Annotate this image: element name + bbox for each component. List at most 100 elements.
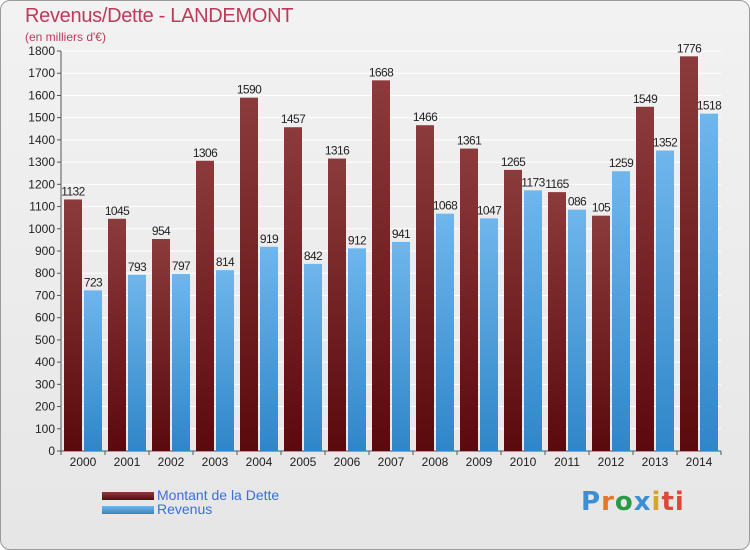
data-label-revenue: 797 (172, 259, 191, 273)
data-label-debt: 1776 (677, 41, 702, 55)
x-tick-label: 2010 (510, 455, 537, 469)
data-label-debt: 1265 (501, 155, 526, 169)
bar-debt (328, 158, 346, 452)
y-tick-label: 200 (35, 400, 55, 414)
data-label-debt: 954 (152, 224, 171, 238)
bar-debt (108, 218, 126, 451)
y-tick-label: 800 (35, 266, 55, 280)
y-tick-label: 100 (35, 422, 55, 436)
data-label-revenue: 793 (128, 260, 147, 274)
data-label-debt: 1466 (413, 110, 438, 124)
bar-revenue (304, 263, 322, 451)
chart-subtitle: (en milliers d'€) (25, 30, 106, 44)
y-tick-label: 400 (35, 355, 55, 369)
y-tick-label: 1200 (28, 177, 55, 191)
bar-debt (152, 239, 170, 451)
x-tick-label: 2005 (290, 455, 317, 469)
bar-revenue (172, 273, 190, 451)
bar-revenue (568, 209, 586, 451)
data-label-debt: 1316 (325, 144, 350, 158)
y-tick-label: 700 (35, 288, 55, 302)
x-tick-label: 2008 (422, 455, 449, 469)
data-label-revenue: 941 (392, 227, 411, 241)
y-tick-label: 1800 (28, 44, 55, 58)
data-label-debt: 1457 (281, 112, 306, 126)
y-tick-label: 1000 (28, 222, 55, 236)
x-tick-label: 2006 (334, 455, 361, 469)
chart-title: Revenus/Dette - LANDEMONT (25, 5, 294, 27)
legend-label-revenue: Revenus (157, 501, 213, 517)
legend-swatch-revenue (102, 506, 154, 514)
bar-revenue (656, 150, 674, 452)
data-label-revenue: 086 (568, 195, 587, 209)
data-label-revenue: 1047 (477, 203, 502, 217)
bar-debt (460, 148, 478, 452)
x-tick-label: 2003 (202, 455, 229, 469)
bar-revenue (700, 113, 718, 452)
data-label-revenue: 1518 (697, 99, 722, 113)
data-label-revenue: 919 (260, 232, 279, 246)
proxiti-logo: Proxiti (581, 487, 685, 517)
x-tick-label: 2013 (642, 455, 669, 469)
y-tick-label: 900 (35, 244, 55, 258)
y-tick-label: 1100 (29, 200, 55, 214)
y-tick-label: 1500 (28, 111, 55, 125)
x-tick-label: 2012 (598, 455, 625, 469)
data-label-debt: 1165 (545, 177, 569, 191)
data-label-revenue: 1068 (433, 199, 458, 213)
data-label-debt: 1668 (369, 65, 394, 79)
grid-lines (61, 50, 721, 452)
legend-swatch-debt (102, 492, 154, 500)
y-tick-label: 1300 (28, 155, 55, 169)
bar-revenue (128, 274, 146, 451)
value-labels: 1132 723 1045 793 954 797 1306 814 1590 919 1457 84… (61, 41, 722, 289)
x-tick-label: 2011 (554, 455, 580, 469)
bar-debt (372, 80, 390, 451)
data-label-revenue: 1259 (609, 156, 634, 170)
bar-revenue (348, 248, 366, 451)
x-tick-label: 2002 (158, 455, 185, 469)
bar-debt (64, 199, 82, 451)
y-tick-label: 0 (48, 444, 55, 458)
x-tick-label: 2009 (466, 455, 493, 469)
bar-revenue (480, 218, 498, 451)
x-tick-label: 2004 (246, 455, 273, 469)
y-tick-label: 300 (35, 377, 55, 391)
x-tick-label: 2001 (114, 455, 141, 469)
bars (64, 56, 718, 452)
bar-revenue (392, 241, 410, 451)
bar-debt (284, 127, 302, 451)
y-tick-label: 1400 (28, 133, 55, 147)
axes: 0 100 200 300 400 500 600 700 800 900 1000 1100 1200… (28, 44, 722, 469)
data-label-revenue: 842 (304, 249, 323, 263)
bar-debt (504, 169, 522, 451)
y-tick-label: 500 (35, 333, 55, 347)
bar-revenue (260, 246, 278, 451)
bar-revenue (84, 290, 102, 451)
data-label-revenue: 723 (84, 275, 103, 289)
data-label-revenue: 912 (348, 233, 367, 247)
data-label-debt: 105 (592, 201, 611, 215)
bar-revenue (216, 270, 234, 451)
x-tick-label: 2007 (378, 455, 405, 469)
bar-debt (196, 160, 214, 451)
y-tick-label: 1700 (28, 66, 55, 80)
legend-label-debt: Montant de la Dette (157, 487, 280, 503)
bar-debt (636, 106, 654, 452)
data-label-debt: 1045 (105, 204, 130, 218)
data-label-debt: 1549 (633, 92, 658, 106)
data-label-debt: 1361 (457, 134, 482, 148)
y-tick-label: 600 (35, 311, 55, 325)
data-label-revenue: 1173 (521, 175, 545, 189)
bar-revenue (524, 190, 542, 452)
bar-revenue (436, 213, 454, 451)
bar-revenue (612, 171, 630, 451)
y-tick-label: 1600 (28, 88, 55, 102)
bar-debt (592, 215, 610, 451)
bar-debt (240, 97, 258, 452)
bar-debt (680, 56, 698, 451)
data-label-debt: 1132 (61, 184, 85, 198)
data-label-debt: 1306 (193, 146, 218, 160)
